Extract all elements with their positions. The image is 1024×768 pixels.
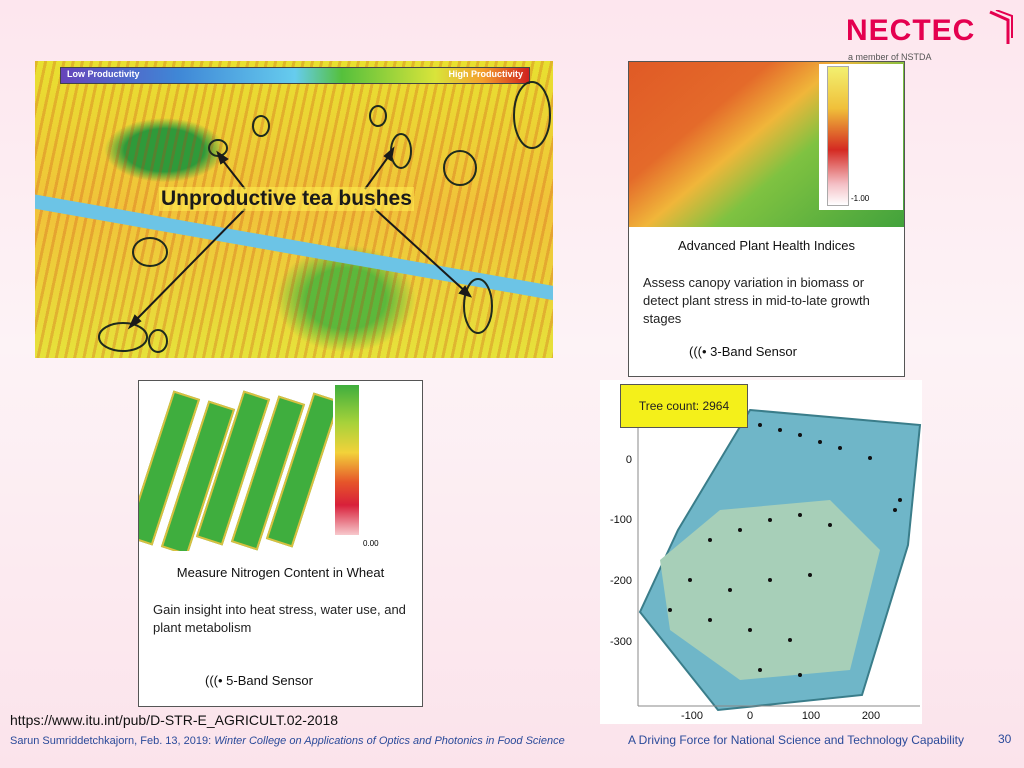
y-tick: 0 [625, 454, 632, 466]
marker-ellipse [390, 133, 412, 169]
arrow-head [383, 146, 395, 162]
plant-health-panel: -1.00 Advanced Plant Health Indices Asse… [628, 61, 905, 377]
tree-dot [798, 433, 802, 437]
tree-map-plot [637, 400, 922, 712]
logo-tagline: a member of NSTDA [848, 52, 932, 62]
health-scale-bar [827, 66, 849, 206]
nectec-chevron-logo-icon [989, 10, 1013, 44]
pointer-arrow [364, 152, 392, 190]
tree-dot [728, 588, 732, 592]
arrow-head [216, 150, 229, 165]
source-url[interactable]: https://www.itu.int/pub/D-STR-E_AGRICULT… [10, 712, 339, 728]
wheat-description: Gain insight into heat stress, water use… [153, 602, 406, 635]
orchard-inner [660, 500, 880, 680]
tree-dot [758, 668, 762, 672]
wheat-title: Measure Nitrogen Content in Wheat [176, 565, 385, 580]
wheat-nitrogen-panel: 0.00 Measure Nitrogen Content in Wheat G… [138, 380, 423, 707]
marker-ellipse [148, 329, 168, 353]
productivity-scale: Low Productivity High Productivity [60, 67, 530, 84]
marker-ellipse [132, 237, 168, 267]
tree-dot [758, 423, 762, 427]
tree-count-badge: Tree count: 2964 [620, 384, 748, 428]
nitrogen-scale: 0.00 [333, 383, 421, 549]
marker-ellipse [98, 322, 148, 352]
tree-dot [868, 456, 872, 460]
tree-count-map: Tree count: 2964 0 -100 -200 -300 -100 0… [600, 380, 922, 724]
tree-dot [688, 578, 692, 582]
tea-annotations [98, 81, 551, 353]
page-number: 30 [998, 732, 1012, 746]
logo-name: NECTEC [846, 14, 976, 47]
tree-dot [738, 528, 742, 532]
tree-dot [748, 628, 752, 632]
health-title: Advanced Plant Health Indices [677, 238, 856, 253]
y-tick: -100 [609, 514, 632, 526]
tea-field-map: Low Productivity High Productivity Unpr [35, 61, 553, 358]
pointer-arrow [374, 208, 468, 294]
x-tick: 0 [746, 710, 754, 722]
footer-course: Winter College on Applications of Optics… [214, 735, 565, 747]
health-description: Assess canopy variation in biomass or de… [643, 275, 870, 326]
tree-dot [668, 608, 672, 612]
tree-dot [893, 508, 897, 512]
scale-high-label: High Productivity [448, 69, 523, 79]
tree-dot [778, 428, 782, 432]
tree-dot [788, 638, 792, 642]
nectec-logo: NECTEC a member of NSTDA [838, 8, 1018, 66]
tree-dot [708, 618, 712, 622]
x-tick: 200 [861, 710, 881, 722]
tree-dot [798, 673, 802, 677]
tree-dot [808, 573, 812, 577]
marker-ellipse [463, 278, 493, 334]
marker-ellipse [369, 105, 387, 127]
wireless-signal-icon: (((• [689, 344, 707, 359]
tree-dot [838, 446, 842, 450]
footer-author: Sarun Sumriddetchkajorn, Feb. 13, 2019: [10, 735, 212, 747]
y-tick: -200 [609, 575, 632, 587]
nitrogen-scale-min: 0.00 [363, 539, 379, 548]
unproductive-label: Unproductive tea bushes [159, 187, 414, 211]
tree-dot [768, 578, 772, 582]
tree-dot [708, 538, 712, 542]
tree-dot [768, 518, 772, 522]
pointer-arrow [219, 156, 246, 190]
health-scale-min: -1.00 [851, 194, 870, 203]
nitrogen-scale-bar [335, 385, 359, 535]
wheat-field-map: 0.00 [139, 381, 422, 551]
wireless-signal-icon: (((• [205, 673, 223, 688]
health-sensor-label: 3-Band Sensor [710, 344, 797, 359]
arrow-head [458, 285, 473, 298]
wheat-sensor-label: 5-Band Sensor [226, 673, 313, 688]
tree-dot [798, 513, 802, 517]
tree-dot [818, 440, 822, 444]
pointer-arrow [132, 208, 246, 324]
tree-dot [828, 523, 832, 527]
x-tick: -100 [680, 710, 704, 722]
footer-credit: Sarun Sumriddetchkajorn, Feb. 13, 2019: … [10, 735, 565, 747]
y-tick: -300 [609, 636, 632, 648]
marker-ellipse [513, 81, 551, 149]
wheat-sensor: (((• 5-Band Sensor [205, 673, 313, 688]
x-tick: 100 [801, 710, 821, 722]
arrow-head [127, 314, 142, 330]
scale-low-label: Low Productivity [67, 69, 140, 79]
health-sensor: (((• 3-Band Sensor [689, 344, 797, 359]
footer-tagline: A Driving Force for National Science and… [628, 733, 964, 747]
plant-health-map: -1.00 [629, 62, 904, 227]
marker-ellipse [443, 150, 477, 186]
marker-ellipse [252, 115, 270, 137]
tree-dot [898, 498, 902, 502]
health-scale: -1.00 [819, 64, 903, 210]
